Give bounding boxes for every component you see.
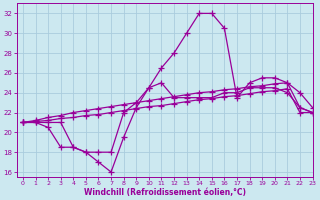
- X-axis label: Windchill (Refroidissement éolien,°C): Windchill (Refroidissement éolien,°C): [84, 188, 245, 197]
